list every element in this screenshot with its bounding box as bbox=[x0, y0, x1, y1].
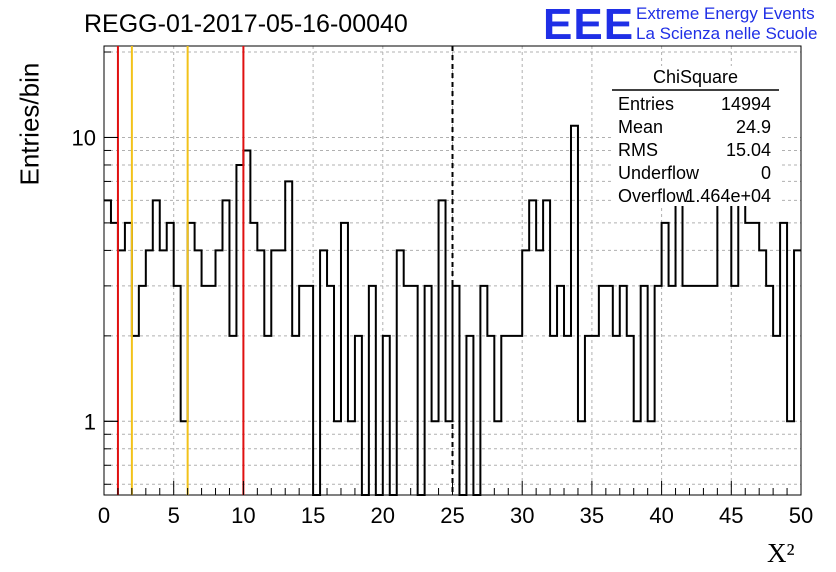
stats-row-label: Mean bbox=[618, 117, 663, 137]
stats-row-label: Entries bbox=[618, 94, 674, 114]
x-axis-label: X² bbox=[767, 538, 795, 568]
eee-logo-mark: EEE bbox=[543, 0, 635, 49]
x-tick-label: 20 bbox=[371, 503, 395, 528]
x-tick-label: 35 bbox=[580, 503, 604, 528]
stats-row-label: RMS bbox=[618, 140, 658, 160]
x-tick-label: 30 bbox=[510, 503, 534, 528]
stats-row-value: 0 bbox=[761, 163, 771, 183]
stats-row-label: Underflow bbox=[618, 163, 700, 183]
x-tick-label: 25 bbox=[440, 503, 464, 528]
x-tick-label: 45 bbox=[719, 503, 743, 528]
x-tick-label: 40 bbox=[649, 503, 673, 528]
x-tick-label: 5 bbox=[168, 503, 180, 528]
histogram-line bbox=[104, 113, 801, 496]
stats-row-value: 14994 bbox=[721, 94, 771, 114]
chart-title: REGG-01-2017-05-16-00040 bbox=[84, 10, 408, 38]
stats-row-value: 24.9 bbox=[736, 117, 771, 137]
stats-row-value: 15.04 bbox=[726, 140, 771, 160]
stats-title: ChiSquare bbox=[653, 67, 738, 87]
x-tick-label: 10 bbox=[231, 503, 255, 528]
logo-line-1: Extreme Energy Events bbox=[636, 4, 815, 23]
logo-line-2: La Scienza nelle Scuole bbox=[636, 24, 818, 43]
x-tick-label: 0 bbox=[98, 503, 110, 528]
stats-row-label: Overflow bbox=[618, 186, 690, 206]
y-tick-label: 10 bbox=[72, 125, 96, 150]
stats-row-value: 1.464e+04 bbox=[685, 186, 771, 206]
x-tick-label: 15 bbox=[301, 503, 325, 528]
y-tick-label: 1 bbox=[84, 409, 96, 434]
x-tick-label: 50 bbox=[789, 503, 813, 528]
